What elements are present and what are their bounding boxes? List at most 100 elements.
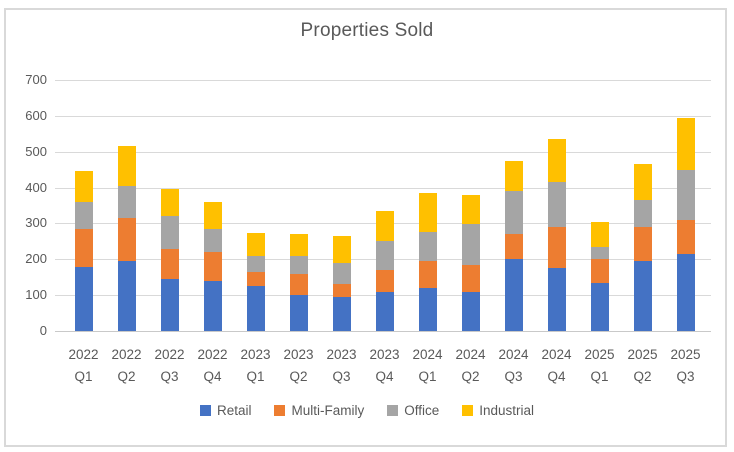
bar-segment-office[interactable] bbox=[461, 223, 480, 265]
bar-segment-multi-family[interactable] bbox=[418, 261, 437, 288]
bar-segment-industrial[interactable] bbox=[633, 164, 652, 201]
legend-item-office[interactable]: Office bbox=[387, 403, 439, 418]
legend-item-industrial[interactable]: Industrial bbox=[462, 403, 534, 418]
bar-segment-industrial[interactable] bbox=[203, 201, 222, 229]
bar-segment-multi-family[interactable] bbox=[289, 273, 308, 296]
x-tick-label-2024-q1: 2024 Q1 bbox=[412, 347, 443, 384]
bar-2023-q2[interactable] bbox=[289, 234, 308, 331]
bar-segment-industrial[interactable] bbox=[676, 117, 695, 170]
bar-segment-multi-family[interactable] bbox=[203, 252, 222, 281]
bar-segment-retail[interactable] bbox=[504, 259, 523, 331]
bar-segment-multi-family[interactable] bbox=[504, 234, 523, 260]
bar-segment-multi-family[interactable] bbox=[590, 259, 609, 283]
bar-2025-q1[interactable] bbox=[590, 221, 609, 331]
bar-2024-q2[interactable] bbox=[461, 194, 480, 331]
bar-segment-multi-family[interactable] bbox=[117, 218, 136, 262]
bar-segment-retail[interactable] bbox=[633, 261, 652, 331]
bar-segment-retail[interactable] bbox=[117, 261, 136, 331]
bar-segment-multi-family[interactable] bbox=[246, 271, 265, 287]
bar-segment-industrial[interactable] bbox=[590, 221, 609, 247]
bar-segment-retail[interactable] bbox=[375, 291, 394, 331]
bar-segment-office[interactable] bbox=[676, 169, 695, 220]
bar-segment-industrial[interactable] bbox=[547, 139, 566, 183]
bar-segment-retail[interactable] bbox=[676, 253, 695, 331]
bar-segment-office[interactable] bbox=[375, 241, 394, 271]
bar-segment-retail[interactable] bbox=[203, 280, 222, 331]
legend-label: Retail bbox=[216, 403, 252, 418]
bar-2023-q1[interactable] bbox=[246, 232, 265, 331]
bar-segment-retail[interactable] bbox=[74, 266, 93, 331]
bar-segment-multi-family[interactable] bbox=[461, 264, 480, 292]
x-axis-labels: 2022 Q1 2022 Q2 2022 Q3 2022 Q4 2023 Q1 2023 … bbox=[0, 344, 734, 390]
x-tick-label-2022-q4: 2022 Q4 bbox=[197, 347, 228, 384]
plot-area: 0 100 200 300 400 500 600 700 bbox=[25, 72, 712, 338]
legend-item-retail[interactable]: Retail bbox=[199, 403, 252, 418]
bar-segment-industrial[interactable] bbox=[289, 234, 308, 256]
bar-2023-q3[interactable] bbox=[332, 235, 351, 331]
gridline-y0 bbox=[55, 331, 711, 332]
x-tick-label-2024-q2: 2024 Q2 bbox=[455, 347, 486, 384]
bar-segment-multi-family[interactable] bbox=[676, 219, 695, 254]
bar-segment-office[interactable] bbox=[332, 262, 351, 285]
bar-2024-q3[interactable] bbox=[504, 160, 523, 331]
bar-segment-retail[interactable] bbox=[547, 268, 566, 331]
bar-segment-office[interactable] bbox=[418, 232, 437, 262]
y-tick-label-400: 400 bbox=[25, 179, 47, 195]
legend-swatch-icon bbox=[274, 405, 286, 416]
bar-segment-retail[interactable] bbox=[461, 291, 480, 331]
legend-item-multi-family[interactable]: Multi-Family bbox=[274, 403, 364, 418]
bar-segment-industrial[interactable] bbox=[418, 193, 437, 233]
bar-segment-industrial[interactable] bbox=[246, 232, 265, 256]
bar-2022-q3[interactable] bbox=[160, 189, 179, 331]
bar-2024-q4[interactable] bbox=[547, 139, 566, 331]
bar-segment-multi-family[interactable] bbox=[74, 228, 93, 267]
bar-segment-office[interactable] bbox=[504, 191, 523, 235]
bar-segment-industrial[interactable] bbox=[332, 235, 351, 263]
x-tick-label-2024-q3: 2024 Q3 bbox=[498, 347, 529, 384]
bar-segment-industrial[interactable] bbox=[504, 160, 523, 192]
bar-2023-q4[interactable] bbox=[375, 210, 394, 331]
x-tick-label-2022-q1: 2022 Q1 bbox=[68, 347, 99, 384]
gridline-y500 bbox=[55, 151, 711, 153]
x-tick-label-2024-q4: 2024 Q4 bbox=[541, 347, 572, 384]
bar-segment-retail[interactable] bbox=[160, 279, 179, 331]
bar-segment-office[interactable] bbox=[590, 246, 609, 260]
gridline-y700 bbox=[55, 80, 711, 81]
bar-segment-industrial[interactable] bbox=[74, 171, 93, 202]
bar-2022-q4[interactable] bbox=[203, 201, 222, 331]
y-tick-label-500: 500 bbox=[25, 143, 47, 159]
bar-segment-retail[interactable] bbox=[332, 296, 351, 331]
bar-2022-q2[interactable] bbox=[117, 146, 136, 331]
bar-2022-q1[interactable] bbox=[74, 171, 93, 331]
bar-2024-q1[interactable] bbox=[418, 193, 437, 331]
legend: Retail Multi-Family Office Industrial bbox=[0, 403, 734, 418]
bar-segment-office[interactable] bbox=[203, 228, 222, 253]
bar-segment-industrial[interactable] bbox=[117, 146, 136, 186]
bar-segment-multi-family[interactable] bbox=[633, 227, 652, 262]
bar-segment-industrial[interactable] bbox=[461, 194, 480, 224]
bar-segment-retail[interactable] bbox=[246, 286, 265, 331]
bar-segment-multi-family[interactable] bbox=[375, 270, 394, 292]
bar-segment-multi-family[interactable] bbox=[547, 227, 566, 269]
bar-segment-retail[interactable] bbox=[418, 288, 437, 331]
bar-2025-q3[interactable] bbox=[676, 117, 695, 331]
bar-segment-office[interactable] bbox=[160, 216, 179, 249]
bar-segment-office[interactable] bbox=[289, 255, 308, 274]
bar-segment-multi-family[interactable] bbox=[160, 248, 179, 279]
x-tick-label-2025-q1: 2025 Q1 bbox=[584, 347, 615, 384]
y-tick-label-600: 600 bbox=[25, 107, 47, 123]
bar-segment-office[interactable] bbox=[246, 255, 265, 272]
bar-segment-office[interactable] bbox=[547, 182, 566, 228]
y-tick-label-100: 100 bbox=[25, 287, 47, 303]
bar-segment-retail[interactable] bbox=[289, 295, 308, 331]
bar-segment-industrial[interactable] bbox=[375, 210, 394, 242]
bar-segment-industrial[interactable] bbox=[160, 189, 179, 217]
bar-segment-office[interactable] bbox=[74, 201, 93, 229]
bar-segment-office[interactable] bbox=[117, 185, 136, 219]
bar-2025-q2[interactable] bbox=[633, 164, 652, 331]
bar-segment-office[interactable] bbox=[633, 200, 652, 228]
bar-segment-multi-family[interactable] bbox=[332, 284, 351, 297]
bar-segment-retail[interactable] bbox=[590, 282, 609, 331]
y-tick-label-0: 0 bbox=[39, 323, 47, 338]
